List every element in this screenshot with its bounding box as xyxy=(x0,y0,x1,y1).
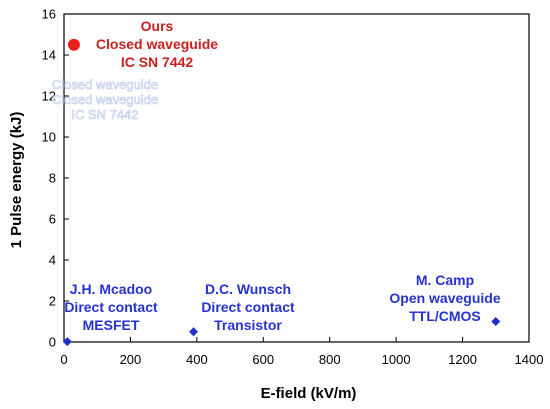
annotation-line: IC SN 7442 xyxy=(71,107,138,122)
y-tick-label: 10 xyxy=(42,130,56,145)
annotation-line: IC SN 7442 xyxy=(121,54,194,70)
data-point-diamond xyxy=(491,317,501,326)
annotation-line: Ours xyxy=(141,18,174,34)
annotation-line: Closed waveguide xyxy=(96,36,218,52)
x-tick-label: 200 xyxy=(120,352,142,367)
annotation-mcadoo: J.H. Mcadoo Direct contact MESFET xyxy=(64,281,158,333)
annotation-line: Open waveguide xyxy=(389,290,500,306)
data-point-diamond xyxy=(62,337,72,347)
y-tick-label: 16 xyxy=(42,7,56,22)
x-axis-title: E-field (kV/m) xyxy=(261,385,357,402)
y-tick-label: 4 xyxy=(49,253,56,268)
x-axis-ticks: 0 200 400 600 800 1000 1200 1400 xyxy=(60,337,543,367)
y-tick-label: 12 xyxy=(42,89,56,104)
annotation-line: Closed waveguide xyxy=(52,77,158,92)
annotation-ours: Ours Closed waveguide IC SN 7442 xyxy=(96,18,218,70)
annotation-line: Transistor xyxy=(214,317,282,333)
x-tick-label: 600 xyxy=(252,352,274,367)
y-tick-label: 6 xyxy=(49,212,56,227)
y-axis-title: 1 Pulse energy (kJ) xyxy=(8,112,25,249)
data-point-diamond xyxy=(189,327,199,337)
y-tick-label: 14 xyxy=(42,48,56,63)
annotation-line: TTL/CMOS xyxy=(409,308,481,324)
annotation-line: Closed waveguide xyxy=(52,92,158,107)
annotation-camp: M. Camp Open waveguide TTL/CMOS xyxy=(389,272,500,324)
annotation-line: Direct contact xyxy=(201,299,295,315)
series-diamond xyxy=(62,317,501,347)
x-tick-label: 0 xyxy=(60,352,67,367)
data-point-circle xyxy=(67,38,80,51)
y-axis-ticks: 0 2 4 6 8 10 12 14 16 xyxy=(42,7,69,350)
annotation-wunsch: D.C. Wunsch Direct contact Transistor xyxy=(201,281,295,333)
x-tick-label: 1200 xyxy=(448,352,477,367)
annotation-line: Direct contact xyxy=(64,299,158,315)
y-tick-label: 0 xyxy=(49,335,56,350)
x-tick-label: 1400 xyxy=(515,352,544,367)
x-tick-label: 800 xyxy=(319,352,341,367)
y-tick-label: 2 xyxy=(49,294,56,309)
data-points xyxy=(62,38,501,347)
annotation-line: D.C. Wunsch xyxy=(205,281,291,297)
x-tick-label: 400 xyxy=(186,352,208,367)
annotation-line: M. Camp xyxy=(416,272,474,288)
x-tick-label: 1000 xyxy=(382,352,411,367)
annotation-line: MESFET xyxy=(83,317,140,333)
annotation-line: J.H. Mcadoo xyxy=(70,281,152,297)
y-tick-label: 8 xyxy=(49,171,56,186)
series-circle xyxy=(67,38,80,51)
